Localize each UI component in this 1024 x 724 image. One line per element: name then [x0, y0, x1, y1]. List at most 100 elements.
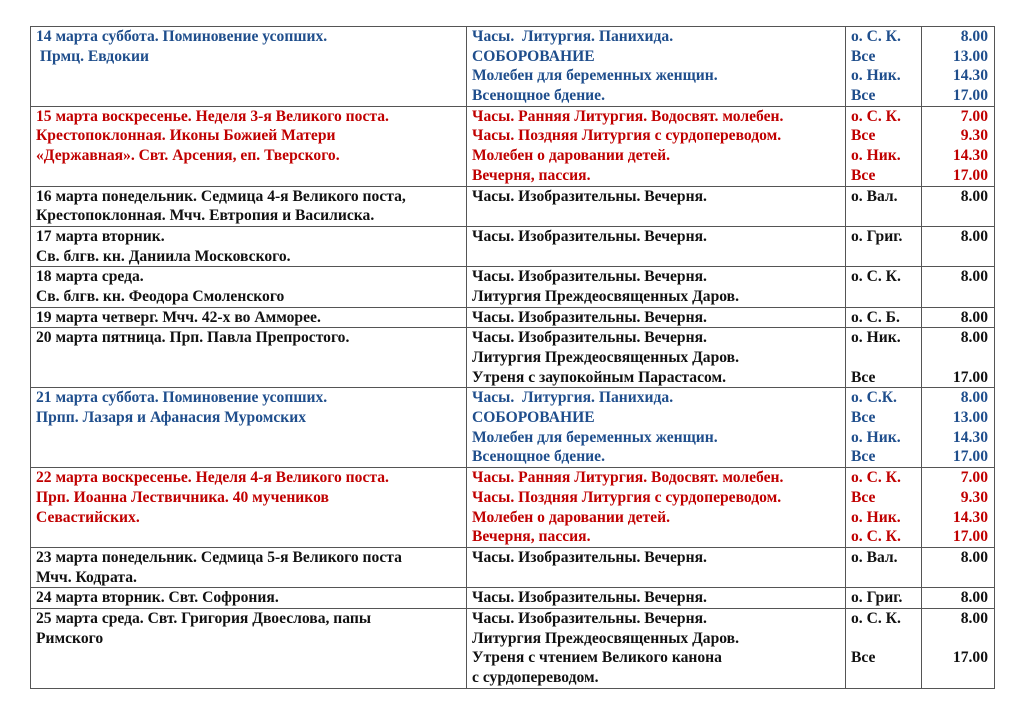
day-description-line: Крестопоклонная. Иконы Божией Матери	[36, 127, 336, 145]
clergy-cell: о. С. Б.	[845, 306, 922, 329]
schedule-row: 16 марта понедельник. Седмица 4-я Велико…	[30, 185, 995, 227]
service-clergy: о. С. К.	[851, 528, 901, 546]
service-name: Вечерня, пассия.	[472, 166, 591, 184]
schedule-row: 21 марта суббота. Поминовение усопших. Пр…	[30, 387, 995, 469]
day-description-line: 15 марта воскресенье. Неделя 3-я Великог…	[36, 107, 389, 125]
day-description-line: 24 марта вторник. Свт. Софрония.	[36, 589, 279, 607]
schedule-row: 22 марта воскресенье. Неделя 4-я Великог…	[30, 467, 995, 548]
service-time: 7.00	[960, 107, 988, 125]
time-cell: 8.00	[921, 587, 995, 609]
service-time: 8.00	[960, 28, 988, 45]
day-cell: 24 марта вторник. Свт. Софрония.	[30, 587, 467, 609]
services-cell: Часы. Изобразительны. Вечерня. Литургия П…	[466, 266, 846, 308]
service-time: 8.00	[960, 389, 988, 407]
service-clergy: Все	[851, 166, 876, 184]
clergy-cell: о. С. К.	[845, 266, 922, 308]
service-time: 8.00	[960, 609, 988, 627]
service-name: Утреня с чтением Великого канона	[472, 649, 722, 667]
day-cell: 21 марта суббота. Поминовение усопших. Пр…	[30, 387, 467, 469]
service-clergy	[851, 206, 921, 225]
day-description-line: 20 марта пятница. Прп. Павла Препростого…	[36, 329, 350, 347]
service-clergy: о. Вал.	[851, 187, 898, 205]
service-name: Молебен о даровании детей.	[472, 147, 670, 165]
day-cell: 19 марта четверг. Мчч. 42-х во Амморее.	[30, 306, 467, 329]
service-time	[923, 629, 989, 649]
time-cell: 7.00 9.30 14.30 17.00	[921, 467, 995, 548]
service-clergy: Все	[851, 649, 876, 667]
time-cell: 8.00 13.00 14.30 17.00	[921, 387, 995, 469]
clergy-cell: о. С. К. Все	[845, 607, 922, 689]
day-description-line: Св. блгв. кн. Даниила Московского.	[36, 247, 291, 265]
service-time: 8.00	[960, 589, 988, 607]
time-cell: 8.00	[921, 306, 995, 329]
services-cell: Часы. Изобразительны. Вечерня.	[466, 185, 846, 227]
service-time: 17.00	[952, 166, 988, 184]
service-clergy	[851, 348, 921, 368]
service-time: 17.00	[952, 448, 988, 466]
clergy-cell: о. С. К. Все о. Ник. Все	[845, 105, 922, 187]
service-clergy: о. Ник.	[851, 329, 901, 347]
day-description-line: 21 марта суббота. Поминовение усопших.	[36, 389, 328, 407]
services-cell: Часы. Изобразительны. Вечерня.	[466, 546, 846, 589]
day-description-line: 18 марта среда.	[36, 268, 144, 286]
services-cell: Часы. Изобразительны. Вечерня.	[466, 306, 846, 329]
day-description-line: Св. блгв. кн. Феодора Смоленского	[36, 287, 285, 305]
service-clergy: Все	[851, 448, 876, 466]
service-time: 13.00	[952, 409, 988, 427]
time-cell: 8.00	[921, 185, 995, 227]
service-clergy: о. С. К.	[851, 107, 901, 125]
service-clergy	[851, 629, 921, 649]
service-name: СОБОРОВАНИЕ	[472, 47, 595, 65]
day-description-line: Севастийских.	[36, 508, 140, 526]
service-time: 17.00	[952, 368, 988, 386]
service-time	[923, 348, 989, 368]
service-time: 7.00	[960, 469, 988, 487]
service-name: Часы. Изобразительны. Вечерня.	[472, 308, 707, 326]
service-time	[923, 247, 989, 266]
day-description-line: 14 марта суббота. Поминовение усопших.	[36, 28, 328, 45]
day-cell: 22 марта воскресенье. Неделя 4-я Великог…	[30, 467, 467, 548]
schedule-row: 24 марта вторник. Свт. Софрония. Часы. Из…	[30, 587, 995, 609]
day-description-line: 23 марта понедельник. Седмица 5-я Велико…	[36, 548, 402, 566]
service-time: 9.30	[960, 488, 988, 506]
day-cell: 15 марта воскресенье. Неделя 3-я Великог…	[30, 105, 467, 187]
services-cell: Часы. Литургия. Панихида. СОБОРОВАНИЕ Моле…	[466, 26, 846, 107]
schedule-row: 19 марта четверг. Мчч. 42-х во Амморее. Ч…	[30, 306, 995, 329]
service-clergy: о. С. К.	[851, 268, 901, 286]
service-time	[923, 206, 989, 225]
time-cell: 8.00 17.00	[921, 327, 995, 389]
day-description-line: Крестопоклонная. Мчч. Евтропия и Василис…	[36, 207, 375, 225]
service-clergy: Все	[851, 87, 876, 105]
service-time: 14.30	[952, 428, 988, 446]
service-name: Часы. Изобразительны. Вечерня.	[472, 548, 707, 566]
day-description-line: «Державная». Свт. Арсения, еп. Тверского…	[36, 147, 340, 165]
day-description-line: Мчч. Кодрата.	[36, 568, 137, 586]
day-cell: 16 марта понедельник. Седмица 4-я Велико…	[30, 185, 467, 227]
schedule-table: 14 марта суббота. Поминовение усопших. П…	[30, 26, 995, 689]
schedule-body: 14 марта суббота. Поминовение усопших. П…	[30, 26, 995, 689]
service-clergy: о. С. К.	[851, 609, 901, 627]
service-time	[923, 568, 989, 587]
service-clergy: о. С. К.	[851, 28, 901, 45]
day-description-line: Римского	[36, 629, 104, 647]
day-description-line: Прп. Иоанна Лествичника. 40 мучеников	[36, 488, 329, 506]
service-name: Часы. Изобразительны. Вечерня.	[472, 227, 707, 245]
service-name: СОБОРОВАНИЕ	[472, 409, 595, 427]
service-time: 8.00	[960, 227, 988, 245]
service-name: Всенощное бдение.	[472, 448, 605, 466]
day-cell: 18 марта среда. Св. блгв. кн. Феодора Смо…	[30, 266, 467, 308]
service-time: 8.00	[960, 329, 988, 347]
service-time: 8.00	[960, 268, 988, 286]
day-cell: 23 марта понедельник. Седмица 5-я Велико…	[30, 546, 467, 589]
service-clergy: Все	[851, 409, 876, 427]
service-time: 9.30	[960, 127, 988, 145]
service-clergy: о. С.К.	[851, 389, 897, 407]
service-clergy: о. Григ.	[851, 227, 903, 245]
service-time: 17.00	[952, 528, 988, 546]
service-clergy: о. Ник.	[851, 428, 901, 446]
time-cell: 8.00	[921, 225, 995, 268]
service-name: Часы. Изобразительны. Вечерня.	[472, 187, 707, 205]
service-clergy: о. Вал.	[851, 548, 898, 566]
day-description-line: 19 марта четверг. Мчч. 42-х во Амморее.	[36, 308, 321, 326]
service-name: Молебен о даровании детей.	[472, 508, 670, 526]
